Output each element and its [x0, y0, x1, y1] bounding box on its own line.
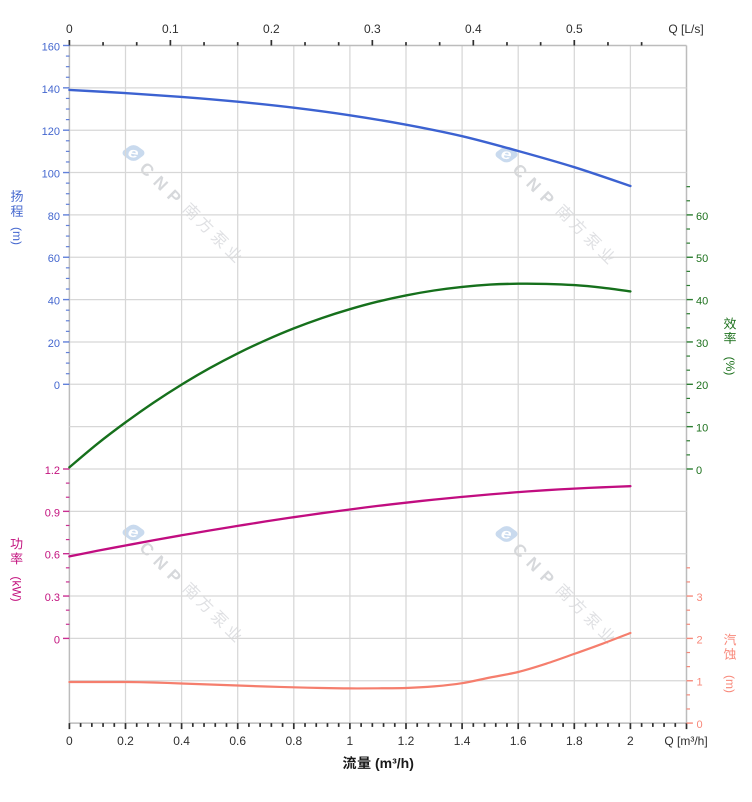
svg-text:20: 20 — [696, 380, 708, 392]
svg-text:1.4: 1.4 — [454, 734, 471, 748]
svg-text:120: 120 — [42, 126, 60, 138]
svg-text:0.1: 0.1 — [162, 22, 179, 36]
svg-text:(m): (m) — [723, 675, 737, 693]
svg-text:1.8: 1.8 — [566, 734, 583, 748]
svg-text:0: 0 — [54, 634, 60, 646]
svg-text:3: 3 — [697, 592, 703, 604]
svg-text:80: 80 — [48, 211, 60, 223]
svg-text:0.3: 0.3 — [45, 592, 60, 604]
svg-text:1: 1 — [697, 677, 703, 689]
svg-text:140: 140 — [42, 84, 60, 96]
svg-text:0.2: 0.2 — [263, 22, 280, 36]
svg-text:30: 30 — [696, 338, 708, 350]
svg-text:10: 10 — [696, 423, 708, 435]
svg-text:(m³/h): (m³/h) — [375, 755, 414, 771]
svg-text:0.9: 0.9 — [45, 507, 60, 519]
svg-text:(m): (m) — [10, 227, 24, 245]
svg-text:0: 0 — [697, 719, 703, 731]
svg-text:0.4: 0.4 — [173, 734, 190, 748]
svg-text:1.6: 1.6 — [510, 734, 527, 748]
svg-text:0.8: 0.8 — [285, 734, 302, 748]
svg-text:2: 2 — [697, 634, 703, 646]
svg-text:0: 0 — [696, 465, 702, 477]
svg-text:0: 0 — [66, 22, 73, 36]
svg-text:0.5: 0.5 — [566, 22, 583, 36]
svg-text:(kW): (kW) — [9, 576, 23, 601]
svg-text:40: 40 — [48, 296, 60, 308]
svg-text:60: 60 — [696, 211, 708, 223]
svg-text:(%): (%) — [723, 357, 737, 376]
svg-text:40: 40 — [696, 296, 708, 308]
svg-text:0.3: 0.3 — [364, 22, 381, 36]
svg-text:2: 2 — [627, 734, 634, 748]
svg-text:Q [m³/h]: Q [m³/h] — [664, 734, 707, 748]
svg-text:0.2: 0.2 — [117, 734, 134, 748]
svg-text:0.6: 0.6 — [45, 550, 60, 562]
svg-text:0.6: 0.6 — [229, 734, 246, 748]
svg-text:50: 50 — [696, 253, 708, 265]
svg-text:1.2: 1.2 — [45, 465, 60, 477]
svg-text:20: 20 — [48, 338, 60, 350]
svg-text:0: 0 — [66, 734, 73, 748]
svg-text:0: 0 — [54, 380, 60, 392]
svg-text:1: 1 — [347, 734, 354, 748]
svg-text:100: 100 — [42, 168, 60, 180]
svg-text:60: 60 — [48, 253, 60, 265]
svg-text:160: 160 — [42, 41, 60, 53]
svg-text:Q [L/s]: Q [L/s] — [668, 22, 703, 36]
svg-text:0.4: 0.4 — [465, 22, 482, 36]
svg-text:1.2: 1.2 — [398, 734, 415, 748]
